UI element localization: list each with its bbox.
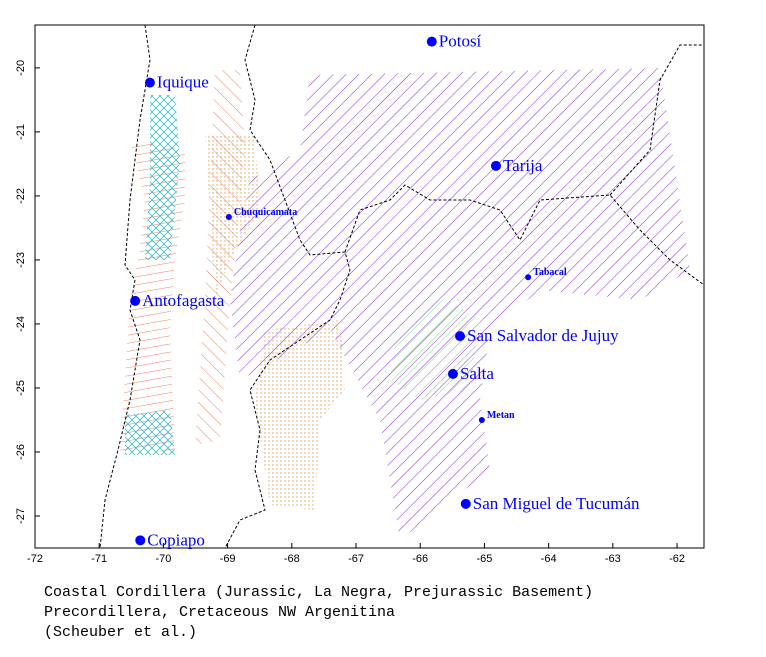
x-tick-label: -67: [348, 553, 364, 565]
city-marker: [478, 416, 485, 423]
y-tick-label: -24: [15, 316, 27, 332]
caption-line: (Scheuber et al.): [44, 624, 197, 641]
y-tick-label: -27: [15, 508, 27, 524]
city-marker: [135, 535, 146, 546]
precordillera-purple: [230, 68, 690, 540]
y-tick-label: -21: [15, 124, 27, 140]
y-tick-label: -20: [15, 60, 27, 76]
coastal-cyan: [145, 95, 180, 260]
city-label: Potosí: [439, 32, 482, 51]
y-tick-label: -25: [15, 380, 27, 396]
city-marker: [525, 274, 532, 281]
city-label: Salta: [460, 364, 494, 383]
border: [609, 44, 704, 196]
city-marker: [225, 214, 232, 221]
caption-line: Precordillera, Cretaceous NW Argenitina: [44, 604, 395, 621]
city-label: Tarija: [503, 156, 543, 175]
x-tick-label: -72: [27, 553, 43, 565]
city-label: Tabacal: [533, 267, 567, 278]
x-tick-label: -70: [155, 553, 171, 565]
y-tick-label: -26: [15, 444, 27, 460]
x-tick-label: -71: [91, 553, 107, 565]
city-marker: [130, 295, 141, 306]
city-label: Antofagasta: [142, 291, 225, 310]
city-marker: [447, 368, 458, 379]
city-marker: [490, 160, 501, 171]
x-tick-label: -65: [476, 553, 492, 565]
x-tick-label: -62: [669, 553, 685, 565]
city-label: Copiapo: [147, 530, 205, 549]
city-label: Iquique: [157, 73, 209, 92]
coastal-cyan: [125, 410, 175, 455]
geology-layers: [99, 25, 704, 548]
caption-line: Coastal Cordillera (Jurassic, La Negra, …: [44, 584, 593, 601]
y-tick-label: -23: [15, 252, 27, 268]
city-marker: [455, 331, 466, 342]
coastline: [99, 25, 151, 548]
city-label: San Salvador de Jujuy: [467, 326, 619, 345]
x-tick-label: -63: [605, 553, 621, 565]
x-tick-label: -64: [541, 553, 557, 565]
y-tick-label: -22: [15, 188, 27, 204]
dotted-region: [255, 320, 345, 510]
city-label: Metan: [487, 410, 515, 421]
x-tick-label: -68: [284, 553, 300, 565]
x-tick-label: -69: [220, 553, 236, 565]
border: [224, 25, 351, 548]
city-marker: [426, 36, 437, 47]
precordillera-orange: [195, 70, 245, 445]
border: [344, 184, 704, 286]
city-label: Chuquicamata: [234, 207, 297, 218]
city-marker: [144, 77, 155, 88]
city-marker: [460, 498, 471, 509]
plot-frame: [34, 24, 705, 549]
city-label: San Miguel de Tucumán: [473, 494, 640, 513]
x-tick-label: -66: [412, 553, 428, 565]
